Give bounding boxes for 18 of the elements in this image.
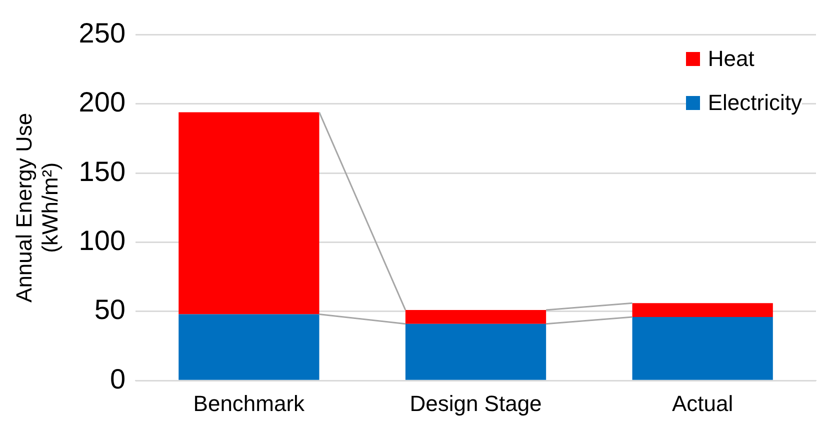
y-tick-label: 100 xyxy=(78,225,126,256)
bar xyxy=(632,316,773,380)
bar xyxy=(405,310,546,324)
bar xyxy=(632,303,773,317)
bar xyxy=(405,324,546,380)
y-tick-label: 150 xyxy=(78,156,126,187)
bar xyxy=(178,112,320,314)
x-tick-label: Actual xyxy=(672,390,734,416)
x-tick-label: Benchmark xyxy=(193,390,306,416)
y-tick-label: 0 xyxy=(110,363,126,394)
bar xyxy=(178,314,320,380)
x-tick-label: Design Stage xyxy=(410,390,542,416)
legend-label: Heat xyxy=(708,46,754,72)
y-tick-label: 200 xyxy=(78,86,126,118)
y-axis-title: Annual Energy Use (kWh/m²) xyxy=(11,112,63,302)
legend-label: Electricity xyxy=(708,90,802,116)
y-tick-label: 50 xyxy=(94,294,126,326)
y-tick-label: 250 xyxy=(78,18,126,49)
